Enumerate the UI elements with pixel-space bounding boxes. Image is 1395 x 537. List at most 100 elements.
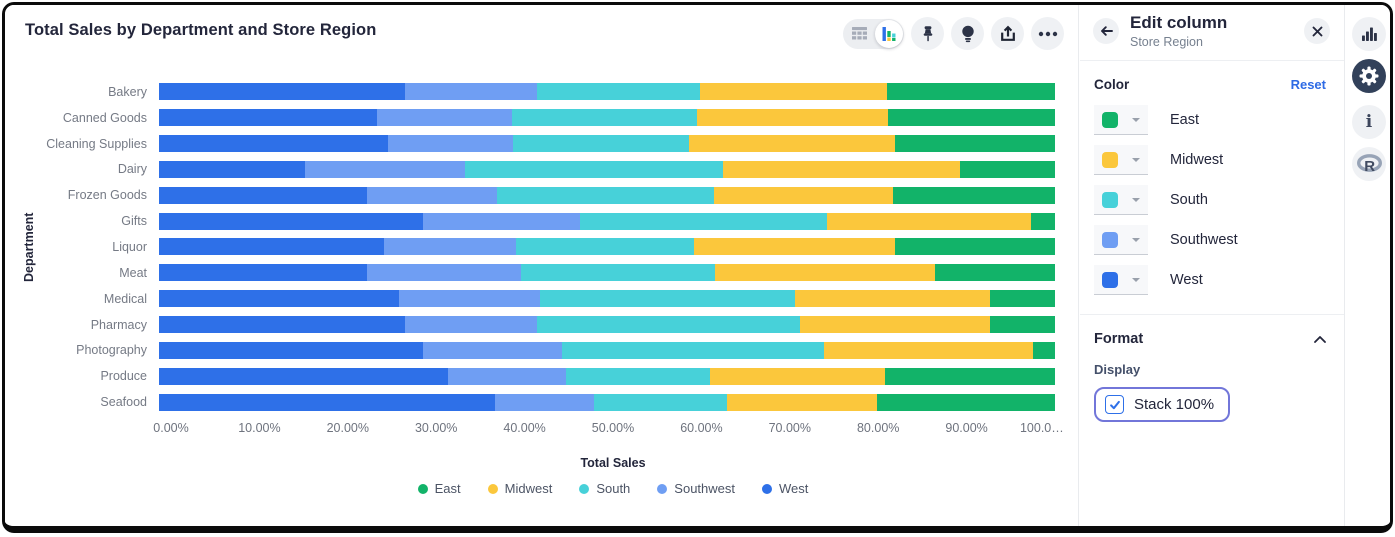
legend-item[interactable]: South	[579, 481, 630, 496]
color-swatch-button[interactable]	[1094, 225, 1148, 255]
bar-segment-midwest[interactable]	[799, 316, 990, 334]
bar-segment-midwest[interactable]	[727, 393, 877, 411]
more-options-button[interactable]	[1031, 17, 1064, 50]
bar-segment-east[interactable]	[886, 83, 1055, 101]
info-button[interactable]: i	[1352, 105, 1386, 139]
bar-segment-south[interactable]	[465, 160, 724, 178]
bar-segment-southwest[interactable]	[405, 316, 538, 334]
bar-segment-southwest[interactable]	[366, 264, 521, 282]
share-button[interactable]	[991, 17, 1024, 50]
bar-segment-southwest[interactable]	[405, 83, 538, 101]
bar-segment-southwest[interactable]	[305, 160, 466, 178]
bar-segment-west[interactable]	[159, 341, 424, 359]
bar-segment-midwest[interactable]	[823, 341, 1033, 359]
bar-segment-west[interactable]	[159, 367, 448, 385]
stacked-bar	[159, 212, 1055, 230]
visualization-button[interactable]	[1352, 17, 1386, 51]
legend-dot-icon	[657, 483, 668, 494]
chart-row: Frozen Goods	[17, 182, 1055, 208]
bar-segment-southwest[interactable]	[388, 135, 513, 153]
color-swatch-button[interactable]	[1094, 265, 1148, 295]
bar-segment-midwest[interactable]	[697, 109, 889, 127]
bar-segment-southwest[interactable]	[495, 393, 594, 411]
bar-segment-east[interactable]	[892, 186, 1055, 204]
x-axis-tick: 100.0…	[1019, 421, 1064, 435]
settings-button[interactable]	[1352, 59, 1386, 93]
bar-segment-midwest[interactable]	[795, 290, 990, 308]
bar-segment-midwest[interactable]	[710, 367, 885, 385]
bar-segment-east[interactable]	[989, 290, 1055, 308]
bar-segment-southwest[interactable]	[366, 186, 497, 204]
bar-segment-midwest[interactable]	[688, 135, 895, 153]
reset-colors-link[interactable]: Reset	[1290, 77, 1326, 92]
bar-segment-south[interactable]	[539, 290, 796, 308]
bar-segment-west[interactable]	[159, 160, 306, 178]
bar-segment-south[interactable]	[512, 109, 698, 127]
legend-item[interactable]: Southwest	[657, 481, 735, 496]
bar-segment-west[interactable]	[159, 83, 406, 101]
bar-segment-midwest[interactable]	[827, 212, 1031, 230]
bar-segment-west[interactable]	[159, 393, 495, 411]
color-swatch-button[interactable]	[1094, 185, 1148, 215]
bar-segment-west[interactable]	[159, 290, 400, 308]
bar-segment-west[interactable]	[159, 135, 389, 153]
bar-segment-east[interactable]	[989, 316, 1055, 334]
bar-segment-midwest[interactable]	[713, 186, 893, 204]
stack-checkbox-label: Stack 100%	[1134, 396, 1215, 413]
bar-segment-southwest[interactable]	[399, 290, 540, 308]
pin-button[interactable]	[911, 17, 944, 50]
r-logo-button[interactable]: R	[1352, 147, 1386, 181]
bar-segment-south[interactable]	[520, 264, 715, 282]
close-button[interactable]	[1304, 18, 1330, 44]
back-button[interactable]	[1093, 18, 1119, 44]
format-section-header[interactable]: Format	[1094, 331, 1326, 347]
bar-segment-east[interactable]	[1030, 212, 1055, 230]
bar-segment-south[interactable]	[496, 186, 714, 204]
bar-segment-east[interactable]	[894, 135, 1055, 153]
bar-segment-southwest[interactable]	[376, 109, 512, 127]
insights-button[interactable]	[951, 17, 984, 50]
bar-segment-south[interactable]	[562, 341, 824, 359]
bar-segment-south[interactable]	[565, 367, 711, 385]
bar-segment-east[interactable]	[960, 160, 1055, 178]
bar-segment-south[interactable]	[537, 83, 701, 101]
bar-segment-south[interactable]	[515, 238, 694, 256]
bar-segment-southwest[interactable]	[423, 341, 563, 359]
bar-segment-east[interactable]	[888, 109, 1055, 127]
stacked-bar	[159, 367, 1055, 385]
bar-segment-south[interactable]	[537, 316, 800, 334]
bar-segment-east[interactable]	[876, 393, 1055, 411]
bar-segment-west[interactable]	[159, 212, 424, 230]
color-swatch-button[interactable]	[1094, 145, 1148, 175]
bar-segment-west[interactable]	[159, 109, 377, 127]
bar-segment-southwest[interactable]	[383, 238, 516, 256]
bar-segment-east[interactable]	[884, 367, 1055, 385]
bar-segment-midwest[interactable]	[693, 238, 896, 256]
bar-segment-south[interactable]	[593, 393, 728, 411]
bar-segment-west[interactable]	[159, 186, 367, 204]
bar-segment-southwest[interactable]	[447, 367, 566, 385]
bar-segment-midwest[interactable]	[723, 160, 960, 178]
color-swatch-button[interactable]	[1094, 105, 1148, 135]
legend-label: Southwest	[674, 481, 735, 496]
bar-segment-southwest[interactable]	[423, 212, 581, 230]
sidebar-body: Color Reset East Midwest South Southwest Wes…	[1080, 61, 1344, 422]
table-view-icon	[852, 27, 867, 40]
bar-segment-midwest[interactable]	[700, 83, 887, 101]
bar-segment-west[interactable]	[159, 316, 406, 334]
legend-item[interactable]: Midwest	[487, 481, 552, 496]
chart-view-toggle[interactable]	[875, 19, 903, 48]
stack-checkbox-focus-ring[interactable]: Stack 100%	[1094, 387, 1231, 422]
stack-checkbox[interactable]	[1105, 395, 1124, 414]
bar-segment-east[interactable]	[934, 264, 1055, 282]
bar-segment-south[interactable]	[512, 135, 689, 153]
bar-segment-south[interactable]	[580, 212, 828, 230]
bar-segment-midwest[interactable]	[714, 264, 935, 282]
legend-item[interactable]: West	[762, 481, 808, 496]
bar-segment-east[interactable]	[895, 238, 1055, 256]
bar-segment-west[interactable]	[159, 264, 367, 282]
bar-segment-east[interactable]	[1032, 341, 1055, 359]
table-view-toggle[interactable]	[844, 27, 875, 40]
bar-segment-west[interactable]	[159, 238, 384, 256]
legend-item[interactable]: East	[417, 481, 461, 496]
